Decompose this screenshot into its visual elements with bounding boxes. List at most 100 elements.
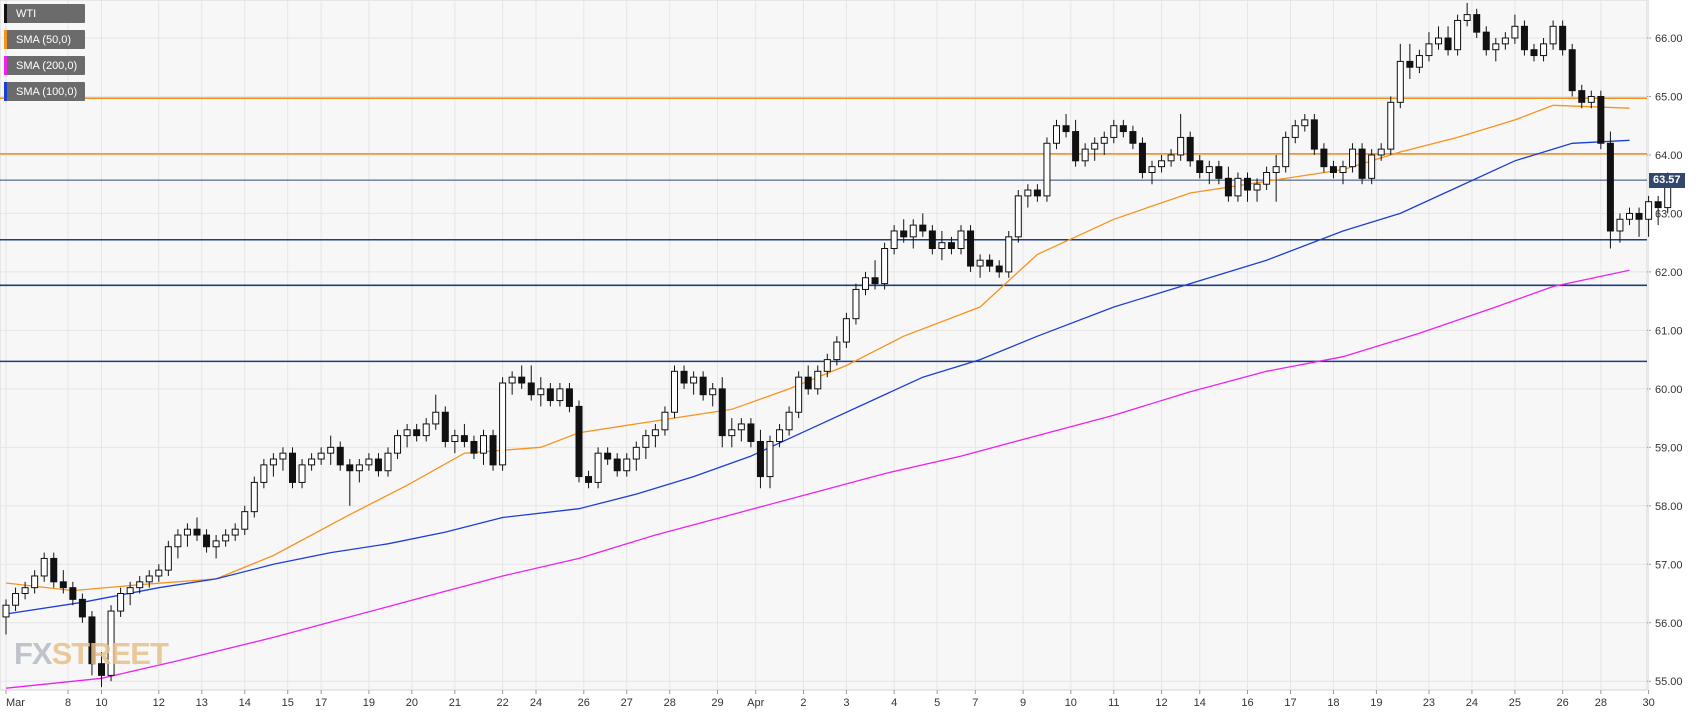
candle [1167, 149, 1175, 167]
candle [460, 423, 468, 448]
candle-body [1473, 14, 1481, 33]
candle-body [1062, 125, 1070, 133]
candle [1358, 143, 1366, 185]
candle-body [690, 376, 698, 384]
candle-body [1186, 136, 1194, 162]
candle-body [88, 616, 96, 665]
candle [1444, 26, 1452, 56]
candle [2, 599, 10, 635]
legend-swatch [4, 4, 7, 23]
candle-body [1578, 90, 1586, 103]
candle-body [413, 429, 421, 437]
candle [1158, 154, 1166, 173]
candle-body [1358, 148, 1366, 179]
x-tick-label: 28 [664, 697, 676, 709]
x-tick-label: 11 [1108, 697, 1119, 709]
candle [737, 418, 745, 442]
candle [1473, 8, 1481, 39]
candle [40, 552, 48, 582]
x-tick-label: 14 [1194, 697, 1206, 709]
candle-body [212, 540, 220, 548]
candle [1587, 90, 1595, 109]
candle-body [1482, 31, 1490, 51]
candle [480, 429, 487, 465]
x-tick-label: 21 [449, 697, 461, 709]
x-tick-label: 19 [1370, 697, 1382, 709]
legend-item-sma-100[interactable]: SMA (100,0) [4, 82, 86, 101]
candle-body [12, 593, 20, 606]
x-tick-label: 5 [934, 697, 940, 709]
x-tick-label: 23 [1423, 697, 1435, 709]
candle-body [1263, 172, 1271, 185]
candle-body [1033, 189, 1041, 197]
candle-body [107, 610, 115, 676]
candle [394, 429, 402, 460]
x-tick-label: 13 [196, 697, 208, 709]
candle-body [1244, 177, 1251, 191]
candle [88, 611, 96, 676]
candle-body [823, 359, 831, 372]
candle-body [269, 458, 277, 466]
candle-body [78, 598, 86, 618]
candle-body [183, 528, 191, 536]
candle [12, 587, 20, 612]
x-tick-label: 26 [1557, 697, 1569, 709]
candle [671, 365, 678, 419]
y-tick-label: 58.00 [1655, 501, 1683, 513]
candle [1310, 114, 1318, 155]
candle [126, 581, 134, 606]
candle-body [499, 382, 507, 466]
legend-item-wti[interactable]: WTI [4, 4, 86, 23]
candle [1100, 131, 1108, 155]
candle-body [1196, 160, 1204, 173]
candle-body [289, 452, 296, 483]
candle-body [1081, 148, 1089, 162]
candle [871, 260, 879, 290]
candle [470, 435, 478, 460]
candle [1263, 166, 1271, 191]
candle-body [900, 230, 908, 238]
candle-body [1568, 49, 1576, 92]
x-tick-label: 3 [843, 697, 849, 709]
y-tick-label: 57.00 [1655, 559, 1683, 571]
candle [422, 418, 430, 442]
candle [1606, 131, 1614, 249]
candle-body [642, 435, 650, 448]
candle [289, 447, 296, 489]
candle-body [1559, 25, 1567, 51]
candle [766, 435, 774, 489]
legend-item-sma-50[interactable]: SMA (50,0) [4, 30, 86, 49]
candle [814, 365, 822, 395]
candle [776, 423, 784, 448]
candle-body [842, 318, 850, 343]
candle [1062, 114, 1070, 138]
candle-body [881, 248, 889, 285]
candle [441, 406, 449, 448]
candle-body [441, 411, 449, 442]
candle-body [890, 230, 898, 250]
candle [1005, 230, 1013, 278]
candle-body [1616, 218, 1624, 232]
candle [1501, 32, 1509, 50]
candle-body [1234, 177, 1242, 197]
legend-item-sma-200[interactable]: SMA (200,0) [4, 56, 86, 75]
candle-body [728, 429, 736, 437]
candle-body [1091, 142, 1099, 150]
candle-body [451, 435, 459, 442]
legend: WTI SMA (50,0) SMA (200,0) SMA (100,0) [4, 4, 86, 108]
x-tick-label: Apr [747, 697, 764, 709]
x-tick-label: 14 [239, 697, 251, 709]
candle-body [1129, 131, 1137, 144]
candle [1215, 160, 1223, 185]
candle-body [69, 587, 77, 600]
candle [499, 377, 507, 471]
candle [1053, 119, 1060, 150]
candle [1024, 184, 1032, 208]
candle-body [1626, 212, 1633, 220]
candle [1244, 172, 1251, 202]
candle-body [680, 370, 688, 384]
candle [1234, 172, 1242, 202]
legend-label: SMA (200,0) [16, 59, 78, 72]
candle [756, 429, 764, 489]
candle [260, 459, 268, 489]
